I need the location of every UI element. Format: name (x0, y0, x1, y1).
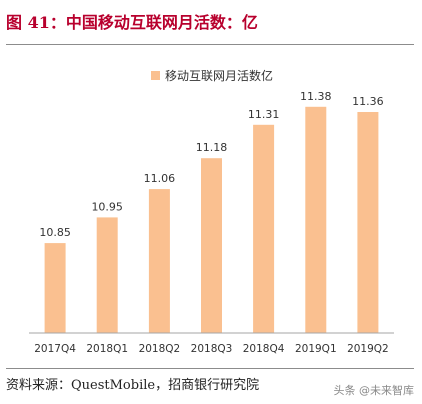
x-tick-label-2018Q1: 2018Q1 (86, 343, 128, 355)
watermark: 头条 @未来智库 (333, 384, 415, 397)
x-axis-ticks: 2017Q4 2018Q1 2018Q2 2018Q3 2018Q4 2019Q1 2019… (34, 343, 388, 355)
source-note: 资料来源：QuestMobile，招商银行研究院 (6, 378, 260, 393)
data-label-2019Q1: 11.38 (300, 90, 332, 103)
figure-title: 图 41：中国移动互联网月活数：亿 (6, 13, 258, 32)
data-label-2018Q3: 11.18 (196, 141, 228, 154)
legend-label: 移动互联网月活数亿 (165, 68, 273, 83)
source-rule (6, 368, 414, 369)
bar-2017Q4 (44, 243, 66, 333)
legend: 移动互联网月活数亿 (151, 68, 273, 83)
bar-2018Q2 (148, 189, 170, 333)
data-label-2018Q4: 11.31 (248, 108, 280, 121)
x-tick-label-2019Q1: 2019Q1 (295, 343, 337, 355)
bar-2018Q1 (96, 217, 118, 333)
x-tick-label-2018Q3: 2018Q3 (191, 343, 233, 355)
legend-swatch (151, 71, 160, 80)
data-label-2018Q1: 10.95 (91, 200, 123, 213)
bar-2018Q4 (253, 124, 275, 333)
data-label-2018Q2: 11.06 (144, 172, 176, 185)
data-label-2019Q2: 11.36 (352, 95, 384, 108)
x-tick-label-2017Q4: 2017Q4 (34, 343, 76, 355)
x-tick-label-2018Q4: 2018Q4 (243, 343, 285, 355)
title-rule (6, 44, 414, 45)
bars (44, 106, 379, 333)
bar-chart: 移动互联网月活数亿 10.85 10.95 11.06 11.18 11.31 11.38… (29, 68, 394, 355)
data-labels: 10.85 10.95 11.06 11.18 11.31 11.38 11.36 (39, 90, 383, 239)
x-tick-label-2018Q2: 2018Q2 (139, 343, 181, 355)
x-tick-label-2019Q2: 2019Q2 (347, 343, 389, 355)
bar-2019Q2 (357, 112, 379, 333)
bar-2018Q3 (201, 158, 222, 333)
data-label-2017Q4: 10.85 (39, 226, 71, 239)
bar-2019Q1 (305, 106, 327, 333)
